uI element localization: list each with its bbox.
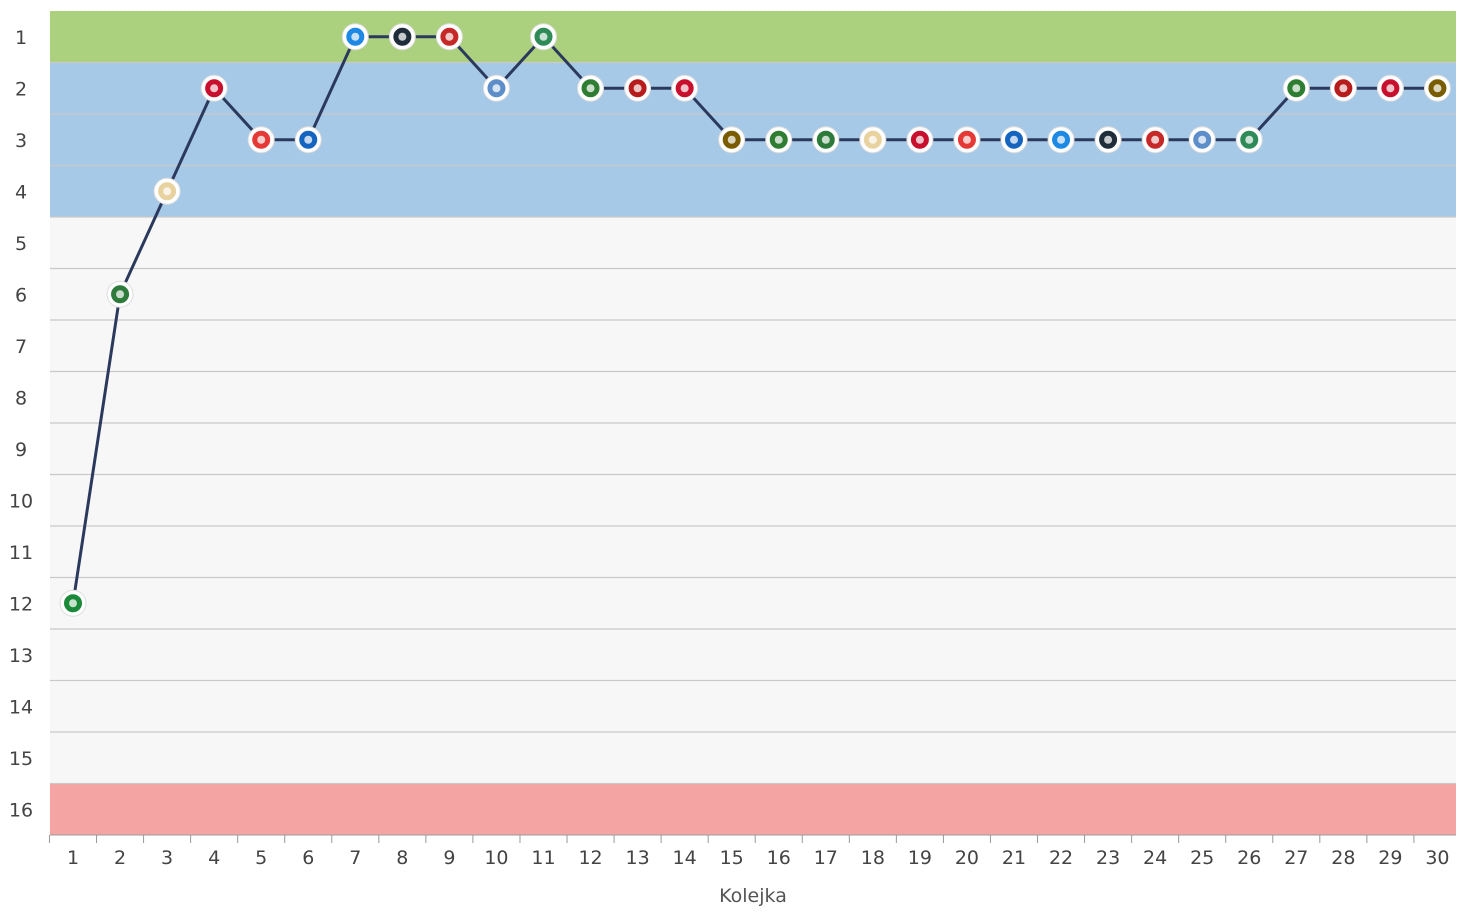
data-point-marker: [388, 23, 416, 51]
x-tick-label: 22: [1049, 847, 1073, 869]
y-tick-label: 1: [15, 27, 27, 49]
x-tick-label: 28: [1331, 847, 1355, 869]
x-tick-label: 10: [484, 847, 508, 869]
y-tick-label: 6: [15, 284, 27, 306]
data-point-marker: [859, 126, 887, 154]
data-point-marker: [1329, 74, 1357, 102]
x-tick-label: 23: [1096, 847, 1120, 869]
position-band-1: [50, 11, 1456, 63]
data-point-marker: [530, 23, 557, 51]
x-tick-label: 8: [396, 847, 408, 869]
x-tick-label: 25: [1190, 847, 1214, 869]
position-band-3: [50, 783, 1456, 835]
x-tick-label: 16: [767, 847, 791, 869]
x-tick-label: 14: [673, 847, 697, 869]
x-tick-label: 24: [1143, 847, 1167, 869]
data-point-marker: [1047, 126, 1075, 154]
x-tick-label: 19: [908, 847, 932, 869]
x-tick-label: 2: [114, 847, 126, 869]
data-point-marker: [812, 126, 840, 154]
y-tick-label: 2: [15, 78, 27, 100]
x-axis-title: Kolejka: [719, 885, 787, 907]
data-point-marker: [671, 74, 699, 102]
x-tick-label: 3: [161, 847, 173, 869]
y-tick-label: 4: [15, 181, 27, 203]
x-tick-label: 9: [443, 847, 455, 869]
data-point-marker: [435, 23, 463, 51]
data-point-marker: [59, 589, 87, 617]
y-tick-label: 10: [9, 490, 33, 512]
data-point-marker: [1282, 74, 1310, 102]
data-point-marker: [1188, 126, 1216, 154]
x-tick-label: 26: [1237, 847, 1261, 869]
x-tick-label: 27: [1284, 847, 1308, 869]
data-point-marker: [247, 126, 275, 154]
x-tick-label: 17: [814, 847, 838, 869]
data-point-marker: [953, 126, 981, 154]
x-tick-label: 4: [208, 847, 220, 869]
x-tick-label: 7: [349, 847, 361, 869]
y-tick-label: 14: [9, 696, 33, 718]
x-tick-label: 15: [720, 847, 744, 869]
data-point-marker: [294, 126, 322, 154]
y-tick-label: 13: [9, 645, 33, 667]
y-tick-label: 8: [15, 387, 27, 409]
x-tick-label: 13: [626, 847, 650, 869]
x-tick-label: 6: [302, 847, 314, 869]
y-tick-label: 16: [9, 799, 33, 821]
data-point-marker: [624, 74, 652, 102]
data-point-marker: [106, 280, 134, 308]
data-point-marker: [906, 126, 934, 154]
data-point-marker: [482, 74, 510, 102]
x-tick-label: 21: [1002, 847, 1026, 869]
data-point-marker: [1000, 126, 1028, 154]
data-point-marker: [577, 74, 605, 102]
x-tick-label: 5: [255, 847, 267, 869]
x-tick-label: 30: [1425, 847, 1449, 869]
y-tick-label: 5: [15, 233, 27, 255]
data-point-marker: [1094, 126, 1122, 154]
data-point-marker: [1376, 74, 1404, 102]
y-tick-label: 3: [15, 130, 27, 152]
y-tick-label: 12: [9, 593, 33, 615]
y-tick-label: 15: [9, 748, 33, 770]
x-tick-label: 11: [531, 847, 555, 869]
data-point-marker: [1141, 126, 1169, 154]
x-tick-label: 18: [861, 847, 885, 869]
x-tick-label: 29: [1378, 847, 1402, 869]
x-tick-label: 20: [955, 847, 979, 869]
data-point-marker: [1423, 74, 1451, 102]
data-point-marker: [200, 74, 228, 102]
data-point-marker: [718, 126, 746, 154]
y-tick-label: 9: [15, 439, 27, 461]
data-point-marker: [341, 23, 369, 51]
y-tick-label: 7: [15, 336, 27, 358]
data-point-marker: [153, 177, 181, 205]
data-point-marker: [765, 126, 793, 154]
x-tick-label: 1: [67, 847, 79, 869]
data-point-marker: [1235, 126, 1263, 154]
y-tick-label: 11: [9, 542, 33, 564]
x-tick-label: 12: [578, 847, 602, 869]
